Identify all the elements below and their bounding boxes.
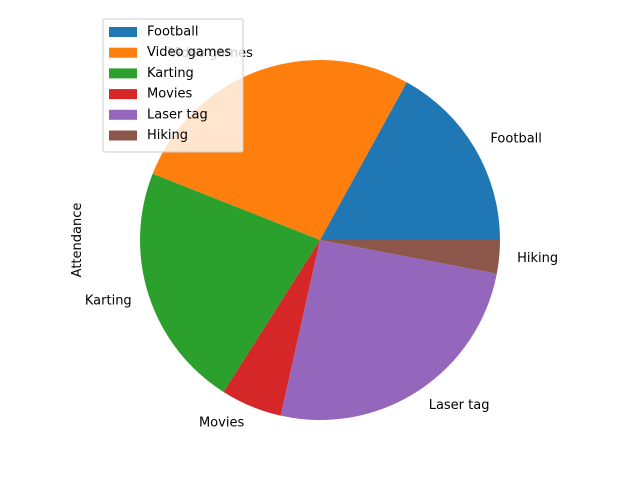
slice-label-football: Football xyxy=(490,132,541,147)
slice-label-karting: Karting xyxy=(85,294,132,309)
slice-label-laser-tag: Laser tag xyxy=(429,398,490,413)
legend-label-football: Football xyxy=(147,25,198,40)
legend: Football Video games Karting Movies Laser ta… xyxy=(102,18,244,153)
legend-swatch-hiking xyxy=(109,130,137,141)
pie-slices xyxy=(139,59,500,420)
legend-swatch-video-games xyxy=(109,47,137,58)
pie-slice-movies xyxy=(223,240,320,416)
legend-frame xyxy=(102,18,244,153)
pie-slice-hiking xyxy=(320,240,500,274)
y-axis-label: Attendance xyxy=(70,203,85,278)
slice-label-movies: Movies xyxy=(199,415,244,430)
slice-label-hiking: Hiking xyxy=(517,251,558,266)
pie-slice-football xyxy=(320,82,500,240)
legend-swatch-football xyxy=(109,27,137,37)
legend-swatch-movies xyxy=(109,89,137,100)
legend-entries: Football Video games Karting Movies Laser ta… xyxy=(109,25,231,143)
legend-swatch-karting xyxy=(109,68,137,79)
pie-slice-laser-tag xyxy=(280,240,497,420)
legend-label-karting: Karting xyxy=(147,66,194,81)
legend-label-hiking: Hiking xyxy=(147,128,188,143)
pie-slice-karting xyxy=(139,173,320,392)
legend-label-video-games: Video games xyxy=(147,45,231,60)
legend-label-movies: Movies xyxy=(147,87,192,102)
legend-label-laser-tag: Laser tag xyxy=(147,107,208,122)
legend-swatch-laser-tag xyxy=(109,109,137,120)
